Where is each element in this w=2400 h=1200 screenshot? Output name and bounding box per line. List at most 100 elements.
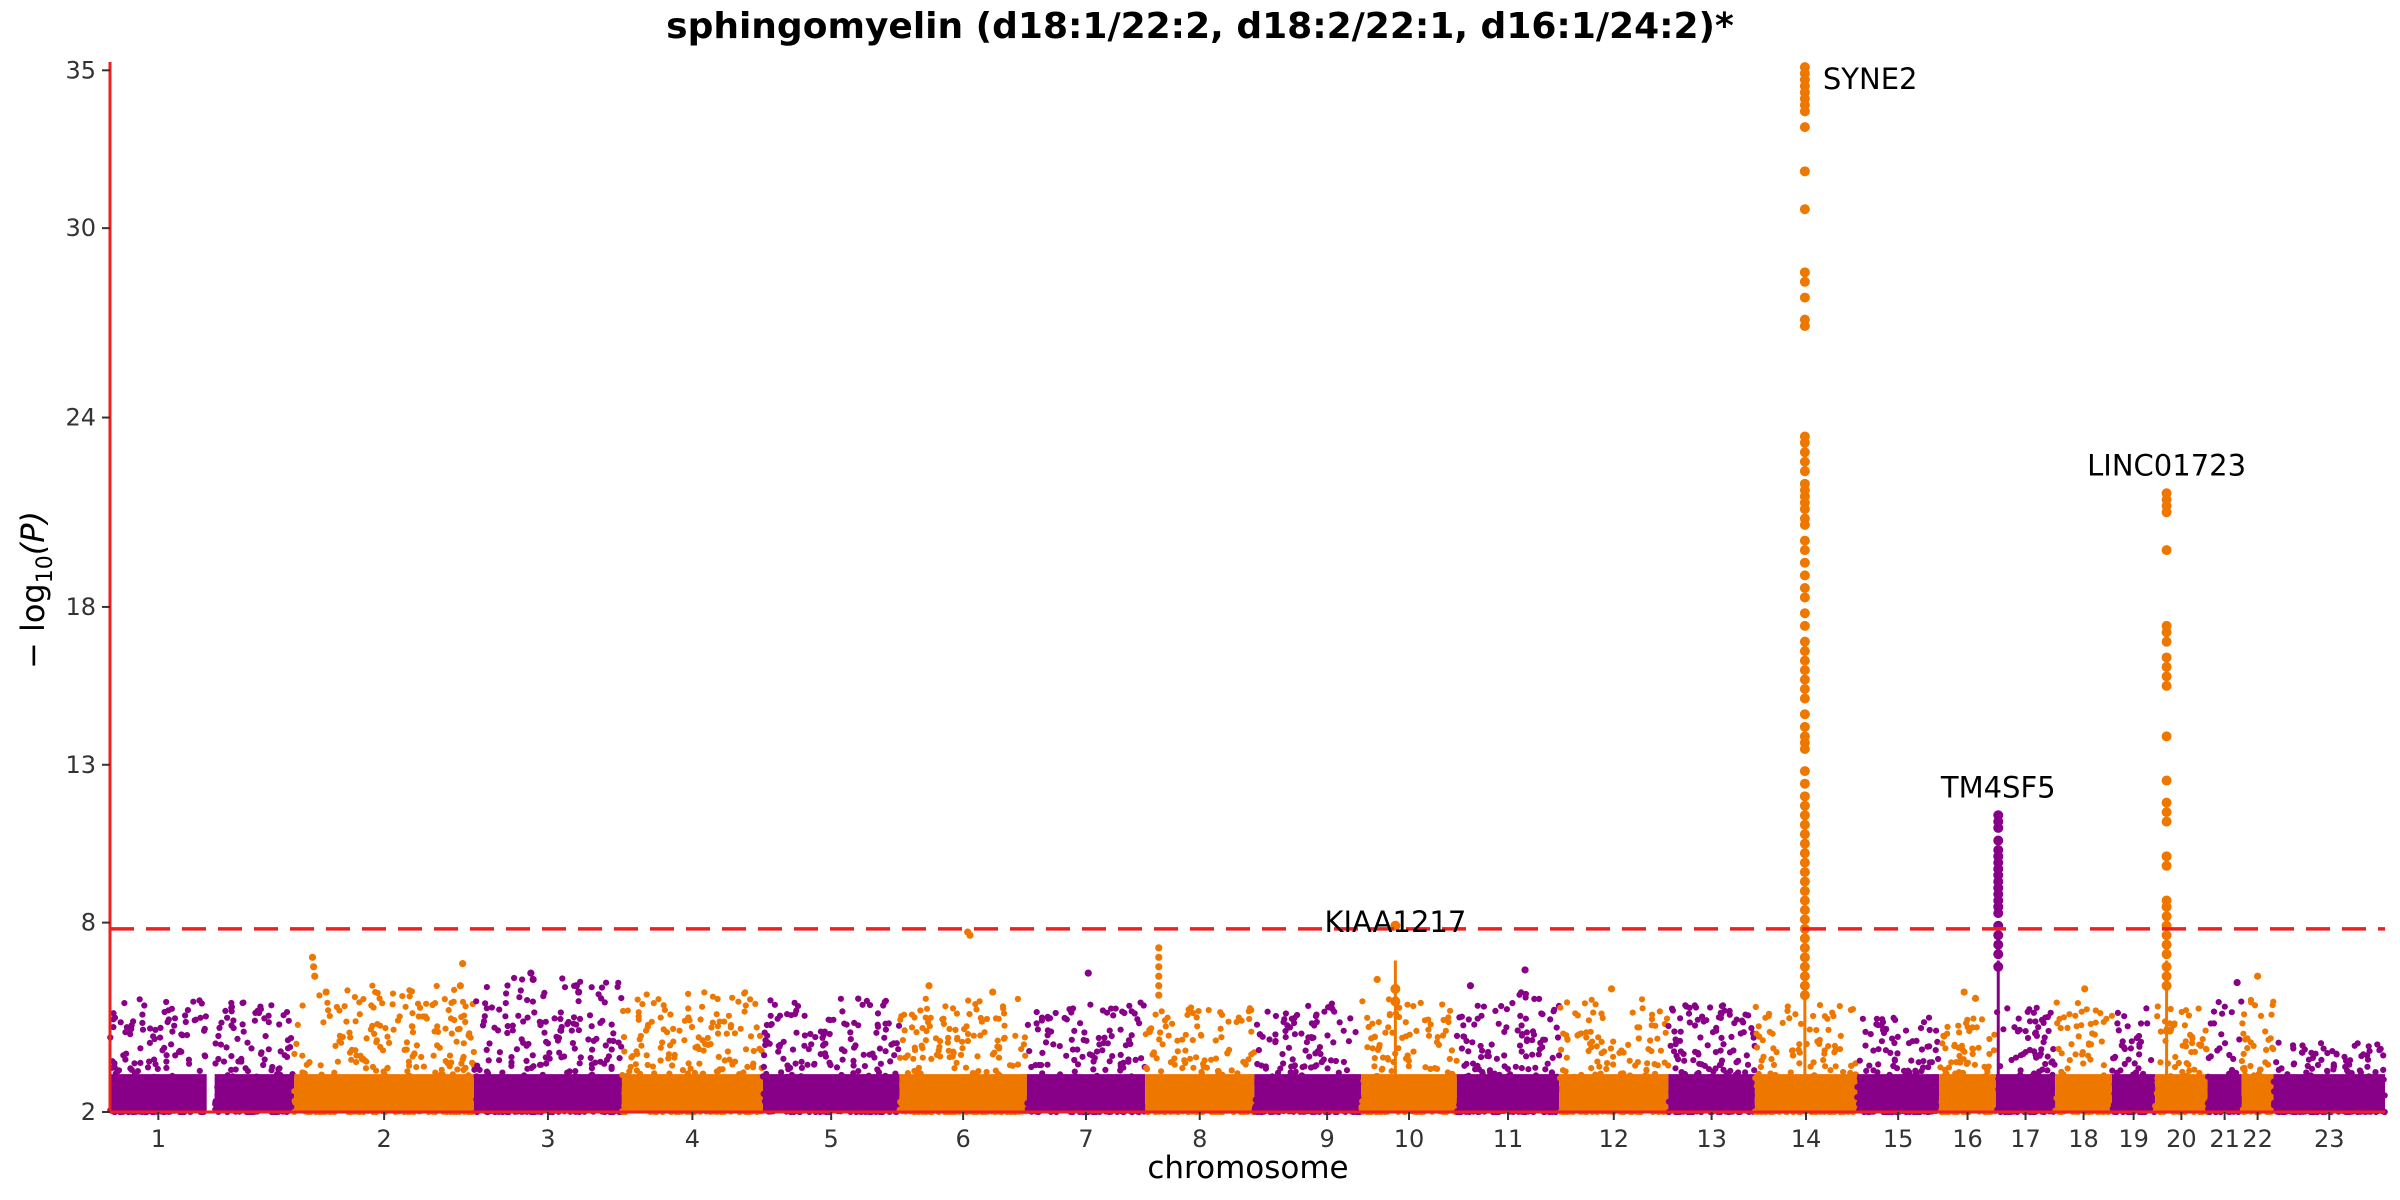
- data-point: [1932, 1047, 1939, 1054]
- data-point: [509, 1022, 516, 1029]
- data-point: [268, 1002, 275, 1009]
- data-point: [1544, 1060, 1551, 1067]
- data-point: [1474, 1002, 1481, 1009]
- data-point: [1832, 1063, 1839, 1070]
- data-point: [2022, 1028, 2029, 1035]
- data-point: [1941, 1066, 1948, 1073]
- data-point: [291, 1050, 298, 1057]
- data-point: [1647, 1037, 1654, 1044]
- data-point: [2079, 1051, 2086, 1058]
- data-point: [1427, 1021, 1434, 1028]
- data-point: [1289, 1056, 1296, 1063]
- data-point: [1364, 1044, 1371, 1051]
- data-point: [280, 1012, 287, 1019]
- data-point: [780, 1055, 787, 1062]
- data-point: [1305, 1002, 1312, 1010]
- data-point: [217, 1041, 224, 1048]
- data-point: [634, 1050, 641, 1057]
- data-point: [2100, 1062, 2107, 1069]
- data-point: [2119, 1038, 2126, 1045]
- data-point: [361, 1057, 368, 1064]
- data-point: [1598, 1010, 1605, 1017]
- data-point: [620, 1007, 627, 1015]
- data-point: [518, 1036, 525, 1043]
- data-point: [1657, 1047, 1664, 1054]
- data-point: [1535, 1051, 1542, 1058]
- data-point: [1975, 1044, 1982, 1051]
- data-point: [1445, 1014, 1452, 1021]
- data-point: [509, 1027, 516, 1034]
- data-point: [557, 1009, 564, 1016]
- data-point: [2064, 1065, 2071, 1072]
- data-point: [369, 1022, 376, 1029]
- data-point: [379, 1000, 386, 1007]
- data-point: [413, 1042, 420, 1049]
- data-point: [2024, 1034, 2032, 1042]
- data-point: [139, 1026, 147, 1033]
- data-point: [602, 1042, 609, 1049]
- data-point: [1128, 1008, 1135, 1015]
- data-point: [433, 982, 440, 990]
- data-point: [1969, 1050, 1976, 1058]
- data-point: [352, 1018, 359, 1025]
- data-point: [936, 1043, 943, 1050]
- data-point: [850, 1062, 857, 1069]
- data-point: [851, 1019, 858, 1026]
- data-point: [2050, 1046, 2057, 1053]
- data-point: [1713, 1027, 1720, 1034]
- data-point: [1485, 1053, 1492, 1060]
- data-point: [756, 1045, 763, 1052]
- data-point: [1926, 1043, 1933, 1050]
- data-point: [657, 1014, 664, 1021]
- data-point: [959, 1045, 966, 1052]
- data-point: [1574, 1032, 1581, 1039]
- data-point: [949, 1005, 957, 1012]
- data-point: [530, 1063, 537, 1070]
- data-point: [496, 1057, 503, 1064]
- data-point: [2053, 999, 2060, 1006]
- data-point: [201, 1027, 208, 1034]
- data-point: [957, 1051, 965, 1058]
- data-point: [742, 1002, 749, 1009]
- data-point: [182, 1012, 189, 1019]
- data-point: [1863, 1067, 1870, 1074]
- data-point: [603, 979, 610, 986]
- data-point: [1581, 1000, 1588, 1007]
- data-point: [741, 1008, 748, 1015]
- data-point: [2014, 1028, 2021, 1035]
- data-point: [1629, 1009, 1636, 1016]
- data-point: [420, 1063, 427, 1070]
- data-point: [709, 993, 717, 1000]
- data-point: [369, 1063, 376, 1070]
- data-point: [1215, 1068, 1222, 1075]
- data-point: [1245, 1056, 1252, 1063]
- data-point: [1902, 1027, 1910, 1034]
- data-point: [1951, 1043, 1958, 1050]
- data-point: [1963, 1020, 1970, 1027]
- data-point: [346, 1049, 354, 1056]
- data-point: [442, 1058, 449, 1065]
- data-point: [144, 1064, 152, 1071]
- data-point: [792, 1060, 799, 1067]
- data-point: [983, 1068, 990, 1076]
- data-point: [1071, 1068, 1078, 1075]
- data-point: [1056, 1043, 1063, 1050]
- data-point: [1894, 1050, 1901, 1057]
- data-band: [1145, 1074, 1255, 1112]
- data-point: [577, 1054, 584, 1061]
- data-point: [1498, 1003, 1505, 1010]
- data-point: [2032, 1018, 2039, 1025]
- data-point: [1616, 1049, 1623, 1056]
- data-point: [339, 1033, 346, 1041]
- data-point: [1727, 1067, 1734, 1074]
- data-point: [409, 1029, 417, 1036]
- data-point: [874, 1010, 882, 1017]
- data-point: [357, 1052, 364, 1059]
- data-point: [1480, 1003, 1487, 1010]
- data-point: [575, 998, 582, 1005]
- data-point: [1824, 1015, 1831, 1022]
- data-point: [897, 1016, 904, 1023]
- chromosome-points-7: [1024, 999, 1148, 1116]
- data-point: [1514, 1027, 1521, 1034]
- data-point: [1503, 1006, 1510, 1013]
